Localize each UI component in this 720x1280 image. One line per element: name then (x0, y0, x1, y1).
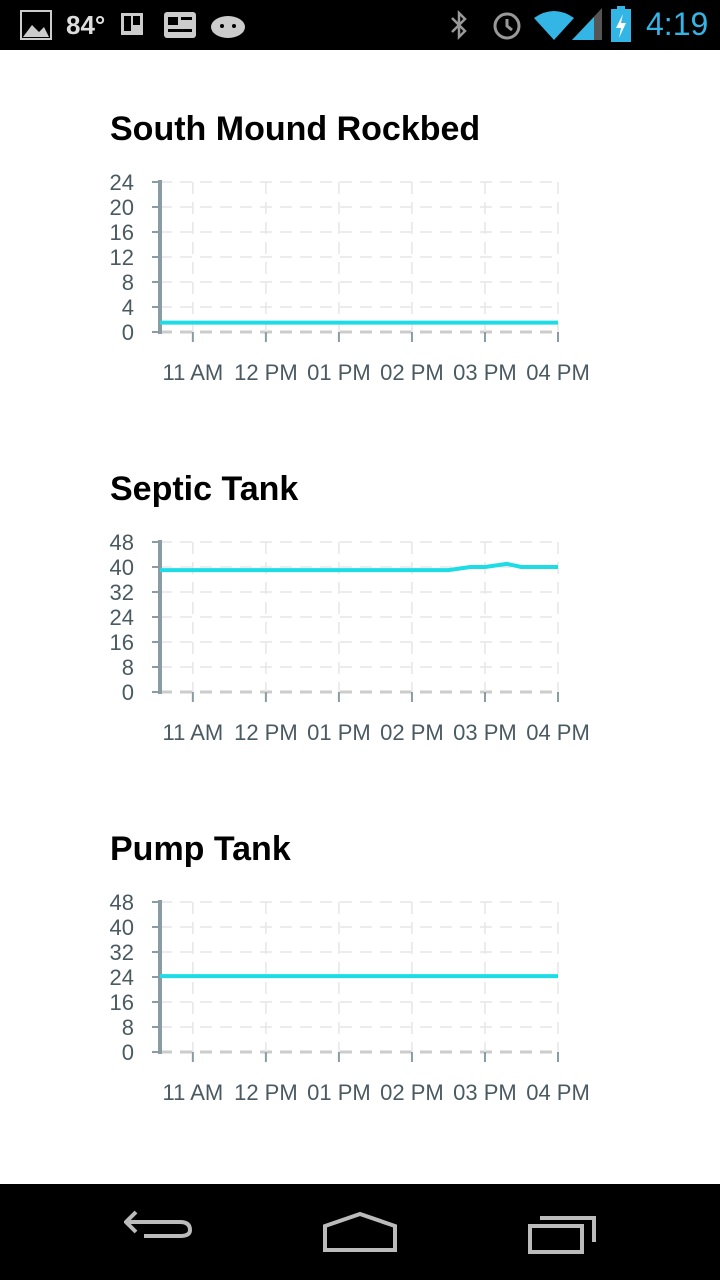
x-tick-label: 03 PM (453, 1080, 517, 1105)
battery-charging-icon (611, 6, 631, 42)
y-tick-label: 0 (122, 320, 134, 345)
wifi-icon (534, 11, 574, 40)
y-tick-label: 4 (122, 295, 134, 320)
status-bar: 84° 4:19 (0, 0, 720, 50)
x-tick-label: 03 PM (453, 360, 517, 385)
x-tick-label: 11 AM (162, 360, 223, 385)
chart-title-pump-tank: Pump Tank (110, 830, 291, 868)
y-tick-label: 0 (122, 1040, 134, 1065)
y-tick-label: 48 (110, 890, 134, 915)
x-tick-label: 04 PM (526, 1080, 590, 1105)
chart-title-south-mound-rockbed: South Mound Rockbed (110, 110, 481, 148)
x-tick-label: 02 PM (380, 720, 444, 745)
y-tick-label: 48 (110, 530, 134, 555)
back-icon[interactable] (124, 1204, 196, 1244)
x-tick-label: 12 PM (234, 360, 298, 385)
series-line (160, 561, 558, 573)
android-icon (211, 16, 245, 38)
y-tick-label: 40 (110, 915, 134, 940)
x-tick-label: 04 PM (526, 360, 590, 385)
y-tick-label: 32 (110, 580, 134, 605)
news-icon (164, 12, 196, 38)
x-tick-label: 11 AM (162, 720, 223, 745)
x-tick-label: 01 PM (307, 360, 371, 385)
y-tick-label: 40 (110, 555, 134, 580)
y-tick-label: 24 (110, 605, 134, 630)
y-tick-label: 24 (110, 965, 134, 990)
x-tick-label: 04 PM (526, 720, 590, 745)
y-tick-label: 16 (110, 630, 134, 655)
gallery-icon (20, 10, 52, 40)
y-tick-label: 16 (110, 220, 134, 245)
clock: 4:19 (646, 6, 709, 42)
x-tick-label: 12 PM (234, 720, 298, 745)
temperature: 84° (66, 10, 106, 40)
x-tick-label: 11 AM (162, 1080, 223, 1105)
trello-icon (121, 13, 143, 35)
x-tick-label: 02 PM (380, 360, 444, 385)
signal-icon (572, 8, 602, 40)
home-icon[interactable] (322, 1210, 398, 1254)
x-tick-label: 02 PM (380, 1080, 444, 1105)
y-tick-label: 24 (110, 170, 134, 195)
y-tick-label: 12 (110, 245, 134, 270)
y-tick-label: 8 (122, 1015, 134, 1040)
bluetooth-icon (451, 10, 467, 40)
y-tick-label: 32 (110, 940, 134, 965)
y-tick-label: 0 (122, 680, 134, 705)
navigation-bar (0, 1184, 720, 1280)
chart-title-septic-tank: Septic Tank (110, 470, 299, 508)
x-tick-label: 01 PM (307, 720, 371, 745)
x-tick-label: 03 PM (453, 720, 517, 745)
x-tick-label: 12 PM (234, 1080, 298, 1105)
recents-icon[interactable] (526, 1214, 598, 1254)
y-tick-label: 8 (122, 655, 134, 680)
y-tick-label: 20 (110, 195, 134, 220)
alarm-icon (493, 12, 521, 40)
y-tick-label: 16 (110, 990, 134, 1015)
y-tick-label: 8 (122, 270, 134, 295)
x-tick-label: 01 PM (307, 1080, 371, 1105)
